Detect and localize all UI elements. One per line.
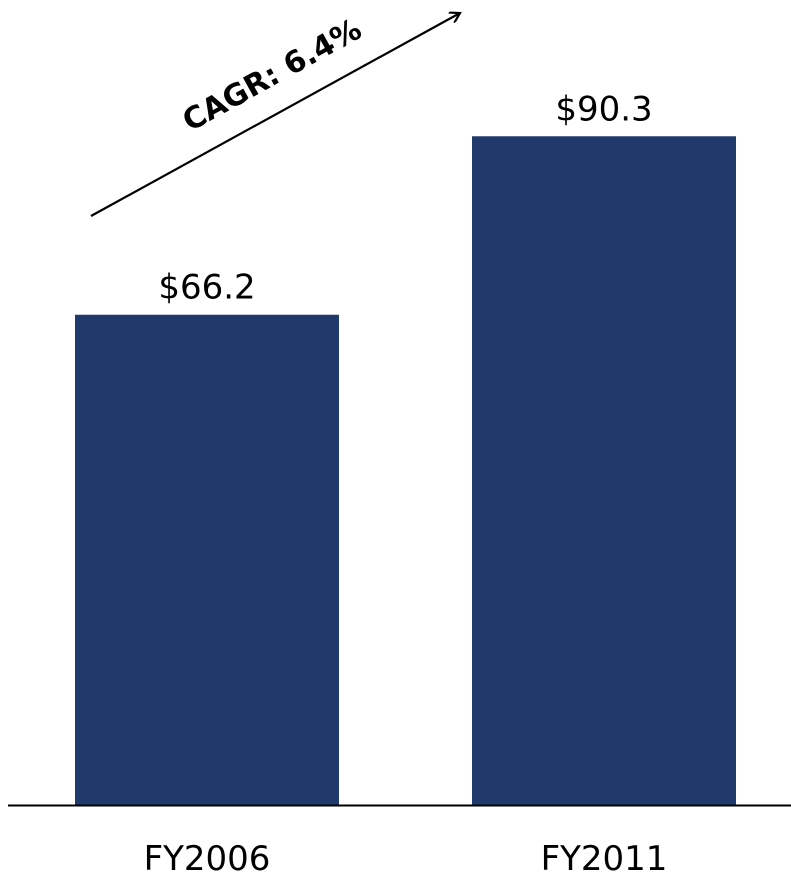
x-tick-label-fy2006: FY2006 bbox=[144, 839, 271, 873]
data-label-fy2006: $66.2 bbox=[158, 268, 255, 308]
x-tick-labels-group: FY2006 FY2011 bbox=[144, 839, 668, 873]
bar-fy2006 bbox=[75, 314, 339, 805]
bars-group bbox=[75, 136, 736, 805]
cagr-annotation: CAGR: 6.4% bbox=[177, 12, 368, 139]
bar-fy2011 bbox=[472, 136, 736, 805]
data-label-fy2011: $90.3 bbox=[555, 89, 652, 129]
x-tick-label-fy2011: FY2011 bbox=[541, 839, 668, 873]
cagr-arrow bbox=[90, 13, 460, 217]
data-labels-group: $66.2 $90.3 bbox=[158, 89, 652, 307]
